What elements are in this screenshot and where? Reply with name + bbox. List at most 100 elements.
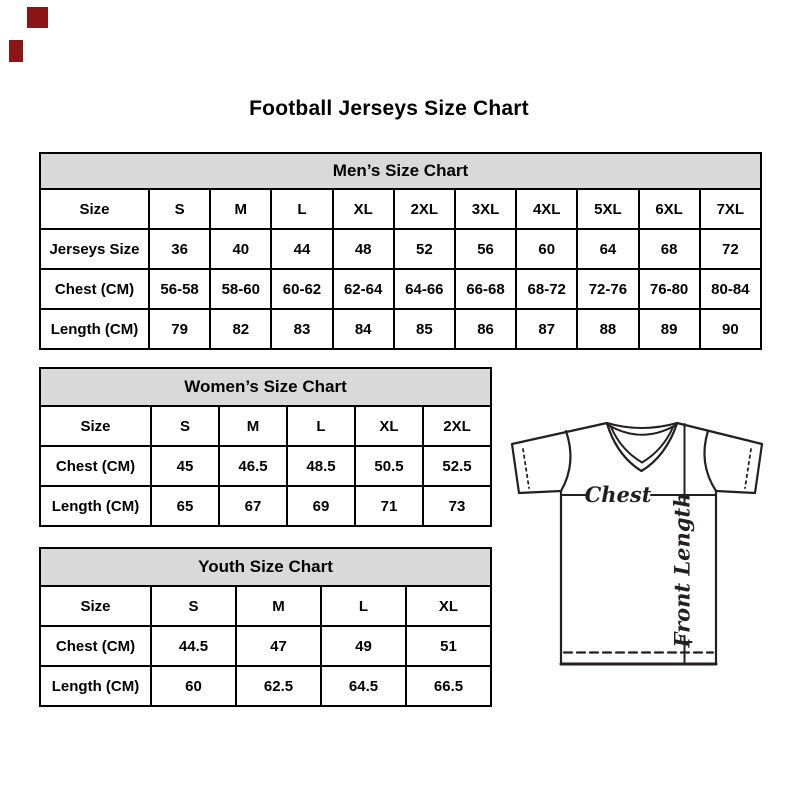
size-value-cell: 4XL bbox=[515, 188, 579, 230]
size-value-cell: 85 bbox=[392, 308, 456, 350]
jersey-right-armhole-seam bbox=[703, 429, 718, 493]
front-length-label: Front Length bbox=[670, 493, 695, 649]
jersey-left-sleeve-outline bbox=[510, 421, 609, 495]
size-value-cell: 5XL bbox=[576, 188, 640, 230]
row-label: Size bbox=[39, 405, 152, 447]
size-value-cell: 52.5 bbox=[422, 445, 492, 487]
size-value-cell: 51 bbox=[405, 625, 492, 667]
size-value-cell: 64.5 bbox=[320, 665, 407, 707]
size-value-cell: 89 bbox=[637, 308, 701, 350]
row-label: Jerseys Size bbox=[39, 228, 150, 270]
size-value-cell: 83 bbox=[270, 308, 334, 350]
mens-size-table: Men’s Size Chart Size S M L XL 2XL 3XL 4XL 5XL 6XL… bbox=[39, 152, 763, 350]
jersey-collar-inner-v bbox=[610, 426, 674, 464]
jersey-collar-back-curve-1 bbox=[606, 422, 678, 429]
red-corner-mark-left bbox=[9, 40, 23, 62]
size-value-cell: S bbox=[147, 188, 212, 230]
size-value-cell: 7XL bbox=[698, 188, 763, 230]
size-value-cell: 58-60 bbox=[209, 268, 273, 310]
size-value-cell: 72 bbox=[698, 228, 763, 270]
table-title: Youth Size Chart bbox=[39, 547, 492, 587]
size-value-cell: 82 bbox=[209, 308, 273, 350]
size-value-cell: 67 bbox=[218, 485, 288, 527]
row-label: Chest (CM) bbox=[39, 268, 150, 310]
size-value-cell: 84 bbox=[331, 308, 395, 350]
size-value-cell: M bbox=[218, 405, 288, 447]
size-value-cell: 6XL bbox=[637, 188, 701, 230]
row-label: Chest (CM) bbox=[39, 625, 152, 667]
size-value-cell: L bbox=[286, 405, 356, 447]
size-value-cell: 36 bbox=[147, 228, 212, 270]
size-value-cell: 60-62 bbox=[270, 268, 334, 310]
row-label: Size bbox=[39, 188, 150, 230]
size-value-cell: 80-84 bbox=[698, 268, 763, 310]
size-value-cell: 66.5 bbox=[405, 665, 492, 707]
size-value-cell: 90 bbox=[698, 308, 763, 350]
size-value-cell: S bbox=[150, 405, 220, 447]
table-title: Women’s Size Chart bbox=[39, 367, 492, 407]
size-value-cell: 47 bbox=[235, 625, 322, 667]
jersey-right-cuff-dotted-line bbox=[744, 448, 752, 489]
size-value-cell: 48 bbox=[331, 228, 395, 270]
mens-table-grid: Men’s Size Chart Size S M L XL 2XL 3XL 4XL 5XL 6XL… bbox=[39, 152, 763, 350]
size-value-cell: 44.5 bbox=[150, 625, 237, 667]
jersey-measurement-diagram: Chest Front Length bbox=[510, 421, 764, 666]
size-value-cell: 52 bbox=[392, 228, 456, 270]
size-value-cell: 87 bbox=[515, 308, 579, 350]
youth-table-grid: Youth Size Chart Size S M L XL Chest (CM) 44.5 4… bbox=[39, 547, 492, 707]
size-value-cell: L bbox=[270, 188, 334, 230]
row-label: Size bbox=[39, 585, 152, 627]
jersey-left-armhole-seam bbox=[559, 429, 572, 493]
size-value-cell: 60 bbox=[515, 228, 579, 270]
size-value-cell: 86 bbox=[453, 308, 518, 350]
row-label: Chest (CM) bbox=[39, 445, 152, 487]
size-value-cell: 40 bbox=[209, 228, 273, 270]
size-value-cell: 65 bbox=[150, 485, 220, 527]
size-value-cell: M bbox=[235, 585, 322, 627]
size-value-cell: 64-66 bbox=[392, 268, 456, 310]
size-value-cell: XL bbox=[354, 405, 424, 447]
size-value-cell: 88 bbox=[576, 308, 640, 350]
size-value-cell: 71 bbox=[354, 485, 424, 527]
jersey-collar-back-curve-2 bbox=[608, 424, 676, 436]
jersey-right-sleeve-outline bbox=[675, 421, 764, 495]
size-value-cell: 68 bbox=[637, 228, 701, 270]
size-value-cell: 56 bbox=[453, 228, 518, 270]
size-value-cell: 60 bbox=[150, 665, 237, 707]
chest-label: Chest bbox=[585, 482, 652, 507]
size-value-cell: 62-64 bbox=[331, 268, 395, 310]
row-label: Length (CM) bbox=[39, 308, 150, 350]
size-value-cell: L bbox=[320, 585, 407, 627]
womens-table-grid: Women’s Size Chart Size S M L XL 2XL Chest (CM)… bbox=[39, 367, 492, 527]
jersey-collar-outer-v bbox=[605, 422, 679, 473]
size-value-cell: 49 bbox=[320, 625, 407, 667]
size-value-cell: 79 bbox=[147, 308, 212, 350]
size-value-cell: 50.5 bbox=[354, 445, 424, 487]
size-value-cell: 56-58 bbox=[147, 268, 212, 310]
size-value-cell: 3XL bbox=[453, 188, 518, 230]
size-value-cell: S bbox=[150, 585, 237, 627]
womens-size-table: Women’s Size Chart Size S M L XL 2XL Chest (CM)… bbox=[39, 367, 492, 527]
jersey-left-cuff-dotted-line bbox=[522, 448, 530, 489]
size-value-cell: 2XL bbox=[392, 188, 456, 230]
size-value-cell: XL bbox=[331, 188, 395, 230]
size-value-cell: 44 bbox=[270, 228, 334, 270]
row-label: Length (CM) bbox=[39, 665, 152, 707]
page-title: Football Jerseys Size Chart bbox=[249, 97, 529, 120]
size-value-cell: 64 bbox=[576, 228, 640, 270]
table-title: Men’s Size Chart bbox=[39, 152, 762, 190]
size-value-cell: 2XL bbox=[422, 405, 492, 447]
size-value-cell: 76-80 bbox=[637, 268, 701, 310]
size-value-cell: 69 bbox=[286, 485, 356, 527]
size-value-cell: M bbox=[209, 188, 273, 230]
size-value-cell: 72-76 bbox=[576, 268, 640, 310]
size-value-cell: 48.5 bbox=[286, 445, 356, 487]
size-value-cell: 45 bbox=[150, 445, 220, 487]
red-corner-mark-top bbox=[27, 7, 48, 28]
youth-size-table: Youth Size Chart Size S M L XL Chest (CM) 44.5 4… bbox=[39, 547, 492, 707]
size-value-cell: 66-68 bbox=[453, 268, 518, 310]
size-value-cell: 73 bbox=[422, 485, 492, 527]
size-value-cell: 62.5 bbox=[235, 665, 322, 707]
size-value-cell: 68-72 bbox=[515, 268, 579, 310]
